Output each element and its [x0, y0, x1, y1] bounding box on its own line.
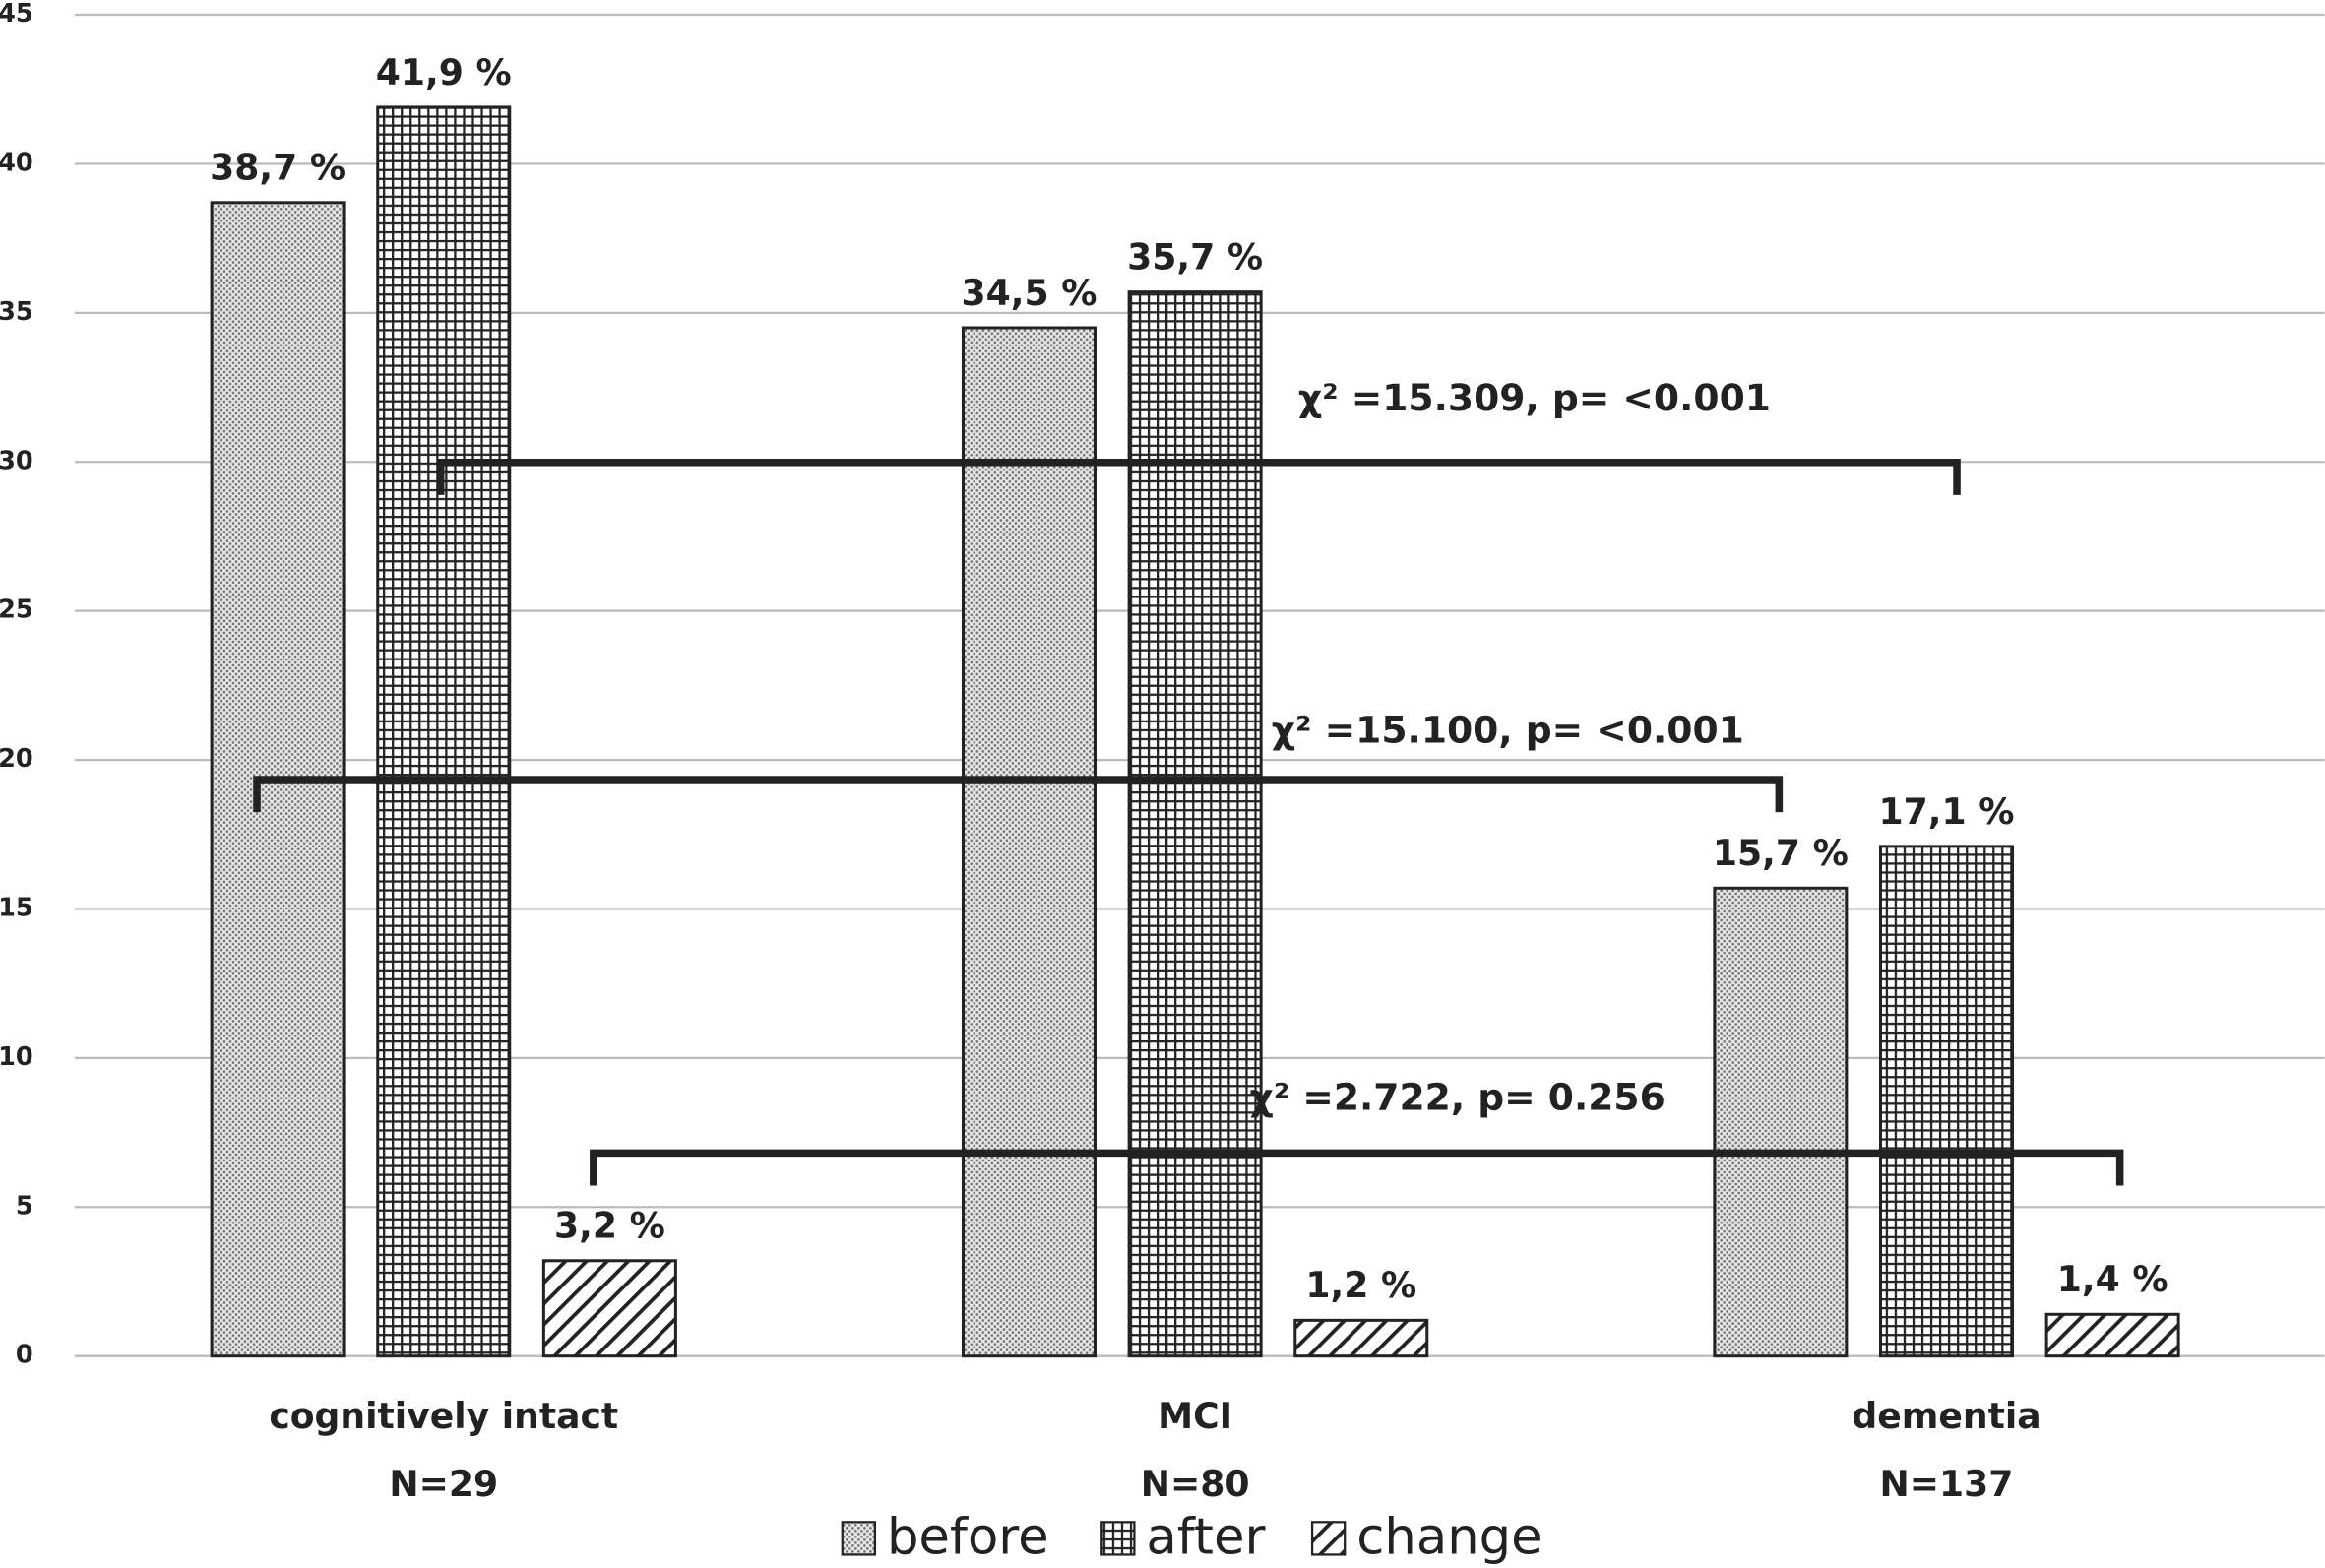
value-label: 15,7 % [1713, 832, 1849, 874]
value-label: 34,5 % [962, 272, 1098, 314]
bar [376, 105, 512, 1358]
value-label: 1,4 % [2057, 1258, 2168, 1300]
y-tick-label: 35 [0, 297, 33, 327]
value-label: 1,2 % [1305, 1264, 1416, 1306]
bar [1293, 1318, 1429, 1358]
legend-swatch [841, 1521, 877, 1556]
x-tick-label: cognitively intact [269, 1395, 618, 1437]
annotation: χ² =15.309, p= <0.001 [1298, 376, 1771, 419]
bar [961, 326, 1097, 1358]
value-label: 17,1 % [1879, 790, 2015, 833]
y-tick-label: 0 [16, 1341, 33, 1370]
value-label: 3,2 % [554, 1205, 665, 1247]
x-tick-label: dementia [1852, 1395, 2041, 1437]
value-label: 35,7 % [1127, 236, 1263, 279]
category-note: N=137 [1880, 1463, 2014, 1505]
legend-swatch [1310, 1521, 1347, 1556]
x-tick-label: MCI [1158, 1395, 1232, 1437]
legend-label: after [1146, 1507, 1266, 1566]
y-tick-label: 20 [0, 744, 33, 774]
y-tick-label: 10 [0, 1042, 33, 1072]
y-tick-label: 25 [0, 596, 33, 625]
bar [1713, 886, 1849, 1358]
y-tick-label: 15 [0, 893, 33, 922]
value-label: 41,9 % [376, 51, 512, 94]
legend-label: change [1356, 1507, 1541, 1566]
category-note: N=29 [389, 1463, 498, 1505]
bar [1878, 845, 2015, 1358]
value-label: 38,7 % [210, 147, 346, 189]
legend-label: before [887, 1507, 1049, 1566]
annotation: χ² =2.722, p= 0.256 [1249, 1076, 1665, 1119]
bracket [590, 1149, 2124, 1186]
y-tick-label: 30 [0, 446, 33, 475]
bracket [253, 776, 1784, 813]
category-note: N=80 [1141, 1463, 1250, 1505]
y-tick-label: 45 [0, 0, 33, 29]
y-tick-label: 5 [16, 1191, 33, 1221]
bar [541, 1259, 677, 1358]
bar [1127, 290, 1263, 1358]
annotation: χ² =15.100, p= <0.001 [1272, 708, 1744, 751]
y-tick-label: 40 [0, 148, 33, 177]
legend-swatch [1100, 1521, 1136, 1556]
bracket [436, 459, 1961, 495]
bar [2044, 1312, 2180, 1358]
